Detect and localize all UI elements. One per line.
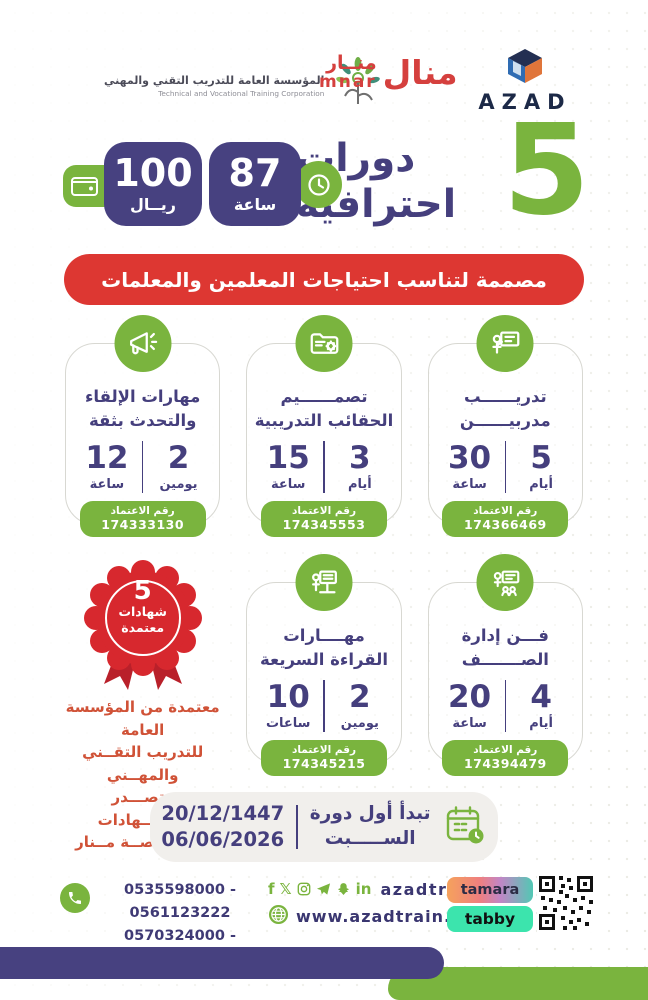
certificate-panel: 5 شهادات معتمدة معتمدة من المؤسسة العامة… — [64, 554, 221, 851]
certificate-rosette-badge: 5 شهادات معتمدة — [72, 554, 214, 694]
course-card-portfolio-design: تصمــــــيم الحقائب التدريبية 3 أيام 15 ساع… — [245, 315, 402, 537]
tvtc-name-en: Technical and Vocational Training Corpor… — [158, 89, 325, 98]
website-url[interactable]: www.azadtrain.com — [296, 907, 492, 926]
accreditation-badge: رقم الاعتماد 174345553 — [261, 501, 387, 537]
folder-gear-icon — [295, 315, 353, 372]
start-date-bar: تبدأ أول دورة الســـــبت 20/12/1447 06/06/… — [150, 792, 498, 862]
azad-name: AZAD — [478, 90, 572, 114]
qr-code[interactable] — [537, 874, 595, 932]
bottom-navy-bar — [0, 947, 444, 979]
tabby-badge: tabby — [447, 906, 533, 932]
mnar-calligraphy-mark: منال — [382, 53, 458, 93]
globe-icon — [268, 904, 289, 929]
snapchat-icon[interactable] — [336, 882, 351, 897]
start-dates: 20/12/1447 06/06/2026 — [161, 801, 285, 851]
x-twitter-icon[interactable]: 𝕏 — [279, 879, 292, 898]
course-title: تدريــــــب مدربيــــــن — [459, 387, 551, 430]
course-title: مهــــارات القراءة السريعة — [260, 626, 388, 669]
hours-badge: 87 ساعة — [209, 142, 301, 226]
presentation-icon — [295, 554, 353, 611]
course-title: تصمــــــيم الحقائب التدريبية — [254, 387, 394, 430]
course-stats: 5 أيام 30 ساعة — [447, 439, 554, 493]
accreditation-badge: رقم الاعتماد 174366469 — [442, 501, 569, 537]
courses-grid: تدريــــــب مدربيــــــن 5 أيام 30 ساعة رقم… — [64, 315, 584, 851]
azad-cube-icon — [504, 49, 546, 88]
megaphone-icon — [114, 315, 172, 372]
tvtc-name-ar: المؤسسة العامة للتدريب التقني والمهني — [104, 74, 325, 87]
course-card-public-speaking: مهارات الإلقاء والتحدث بثقة 2 يومين 12 ساعة… — [64, 315, 221, 537]
course-count: 5 — [503, 98, 590, 243]
course-card-speed-reading: مهــــارات القراءة السريعة 2 يومين 10 ساعات… — [245, 554, 402, 776]
facebook-icon[interactable]: f — [268, 879, 275, 898]
phone-icon — [60, 883, 90, 913]
price-badge: 100 ريــال — [104, 142, 202, 226]
certificate-count: 5 — [133, 576, 152, 606]
course-stats: 3 أيام 15 ساعة — [266, 439, 372, 493]
tamara-badge: tamara — [447, 877, 533, 903]
clock-icon — [295, 161, 342, 208]
accreditation-badge: رقم الاعتماد 174345215 — [261, 740, 387, 776]
azad-logo: AZAD — [470, 48, 580, 114]
tvtc-tree-icon — [332, 56, 384, 116]
course-title: مهارات الإلقاء والتحدث بثقة — [84, 387, 201, 430]
accreditation-badge: رقم الاعتماد 174394479 — [442, 740, 569, 776]
course-stats: 4 أيام 20 ساعة — [447, 678, 554, 732]
telegram-icon[interactable] — [316, 882, 331, 897]
mnar-name-en: mnar — [319, 71, 377, 92]
tvtc-logo: المؤسسة العامة للتدريب التقني والمهني Te… — [104, 56, 384, 116]
mnar-logo: منــار mnar منال — [319, 52, 458, 93]
website-row: www.azadtrain.com — [268, 904, 491, 929]
accreditation-badge: رقم الاعتماد 174333130 — [79, 501, 206, 537]
header-logos: المؤسسة العامة للتدريب التقني والمهني Te… — [64, 48, 590, 118]
mnar-name-ar: منــار — [326, 52, 377, 74]
trainer-board-icon — [476, 315, 534, 372]
calendar-clock-icon — [443, 803, 487, 851]
course-title: فـــن إدارة الصـــــــف — [461, 626, 549, 669]
start-date-label: تبدأ أول دورة الســـــبت — [309, 803, 431, 849]
course-card-classroom-management: فـــن إدارة الصـــــــف 4 أيام 20 ساعة رقم … — [427, 554, 584, 776]
course-stats: 2 يومين 12 ساعة — [85, 439, 198, 493]
course-stats: 2 يومين 10 ساعات — [265, 678, 379, 732]
audience-banner: مصممة لتناسب احتياجات المعلمين والمعلمات — [64, 254, 584, 305]
classroom-icon — [476, 554, 534, 611]
linkedin-icon[interactable]: in — [355, 879, 372, 898]
instagram-icon[interactable] — [297, 882, 311, 896]
course-card-trainer-training: تدريــــــب مدربيــــــن 5 أيام 30 ساعة رقم… — [427, 315, 584, 537]
